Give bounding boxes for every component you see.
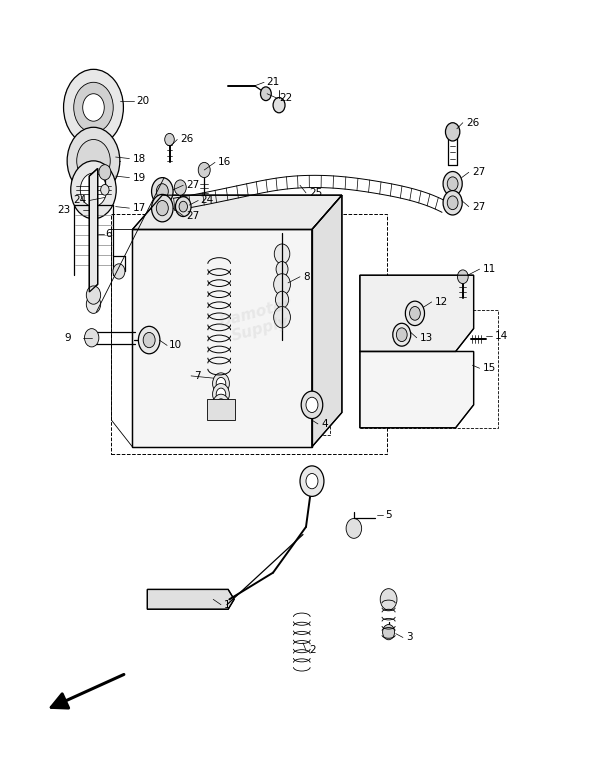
- Circle shape: [212, 373, 229, 394]
- Text: Damotor
Supply: Damotor Supply: [218, 296, 298, 346]
- Polygon shape: [360, 351, 473, 428]
- Circle shape: [276, 261, 288, 277]
- Circle shape: [152, 177, 173, 205]
- Circle shape: [99, 165, 111, 180]
- Text: 24: 24: [200, 196, 213, 206]
- Circle shape: [212, 384, 229, 405]
- Text: 26: 26: [180, 134, 194, 144]
- Text: 18: 18: [133, 154, 146, 163]
- Text: 16: 16: [218, 157, 231, 167]
- Circle shape: [74, 83, 113, 133]
- Circle shape: [85, 329, 99, 347]
- Circle shape: [174, 180, 186, 195]
- Circle shape: [275, 291, 289, 308]
- Circle shape: [216, 377, 226, 390]
- Circle shape: [447, 176, 458, 190]
- Circle shape: [393, 323, 411, 346]
- Circle shape: [457, 270, 468, 283]
- Circle shape: [306, 397, 318, 413]
- Text: 20: 20: [137, 96, 150, 106]
- Text: 19: 19: [133, 173, 146, 183]
- Circle shape: [77, 140, 110, 182]
- Circle shape: [67, 128, 120, 194]
- Circle shape: [198, 163, 210, 177]
- Circle shape: [274, 274, 290, 295]
- Circle shape: [274, 306, 290, 328]
- Polygon shape: [133, 195, 342, 229]
- Text: 21: 21: [266, 77, 279, 87]
- Circle shape: [157, 200, 169, 215]
- Text: 4: 4: [321, 419, 328, 429]
- Circle shape: [175, 196, 191, 216]
- Circle shape: [346, 519, 362, 539]
- Circle shape: [86, 286, 101, 304]
- Text: 27: 27: [186, 211, 200, 221]
- Text: 5: 5: [386, 510, 392, 520]
- Circle shape: [380, 589, 397, 610]
- Circle shape: [139, 326, 160, 354]
- Circle shape: [406, 301, 425, 325]
- Circle shape: [64, 70, 124, 146]
- Circle shape: [462, 360, 473, 374]
- Circle shape: [443, 190, 462, 215]
- Text: 27: 27: [186, 180, 200, 190]
- Text: 7: 7: [194, 371, 200, 381]
- Text: 17: 17: [133, 203, 146, 213]
- Text: 3: 3: [406, 633, 413, 643]
- Circle shape: [212, 394, 229, 416]
- Circle shape: [300, 466, 324, 497]
- Circle shape: [216, 388, 226, 400]
- Polygon shape: [360, 275, 473, 351]
- Circle shape: [179, 201, 187, 212]
- Bar: [207, 399, 235, 420]
- Text: 10: 10: [169, 341, 182, 351]
- Polygon shape: [89, 169, 98, 292]
- Text: 27: 27: [472, 167, 485, 177]
- Text: 1: 1: [224, 600, 230, 610]
- Circle shape: [165, 134, 174, 146]
- Text: 11: 11: [482, 264, 496, 274]
- Circle shape: [216, 399, 226, 411]
- Circle shape: [383, 624, 395, 639]
- Circle shape: [71, 161, 116, 219]
- Circle shape: [273, 98, 285, 113]
- Bar: [112, 214, 387, 455]
- Circle shape: [113, 264, 125, 279]
- Text: 15: 15: [482, 363, 496, 374]
- Text: 14: 14: [494, 332, 508, 342]
- Circle shape: [80, 173, 107, 206]
- Circle shape: [157, 183, 169, 199]
- Circle shape: [306, 474, 318, 489]
- Polygon shape: [148, 590, 234, 609]
- Circle shape: [447, 196, 458, 209]
- Polygon shape: [133, 229, 312, 447]
- Text: 2: 2: [309, 646, 316, 656]
- Circle shape: [83, 94, 104, 121]
- Circle shape: [274, 244, 290, 264]
- Circle shape: [143, 332, 155, 348]
- Text: 6: 6: [106, 229, 112, 239]
- Text: 8: 8: [303, 272, 310, 282]
- Text: 25: 25: [309, 188, 322, 198]
- Circle shape: [443, 172, 462, 196]
- Bar: [177, 233, 330, 435]
- Circle shape: [397, 328, 407, 342]
- Circle shape: [445, 123, 460, 141]
- Circle shape: [101, 184, 109, 195]
- Circle shape: [152, 194, 173, 222]
- Text: 13: 13: [420, 333, 433, 343]
- Polygon shape: [312, 195, 342, 447]
- Text: 23: 23: [58, 205, 71, 215]
- Circle shape: [260, 87, 271, 101]
- Circle shape: [410, 306, 421, 320]
- Text: 26: 26: [466, 118, 479, 128]
- Text: 24: 24: [73, 196, 86, 206]
- Text: 9: 9: [65, 333, 71, 343]
- Text: 12: 12: [434, 297, 448, 307]
- Text: 27: 27: [472, 202, 485, 212]
- Text: 22: 22: [279, 93, 292, 103]
- Circle shape: [301, 391, 323, 419]
- Bar: [360, 309, 497, 428]
- Circle shape: [86, 295, 101, 313]
